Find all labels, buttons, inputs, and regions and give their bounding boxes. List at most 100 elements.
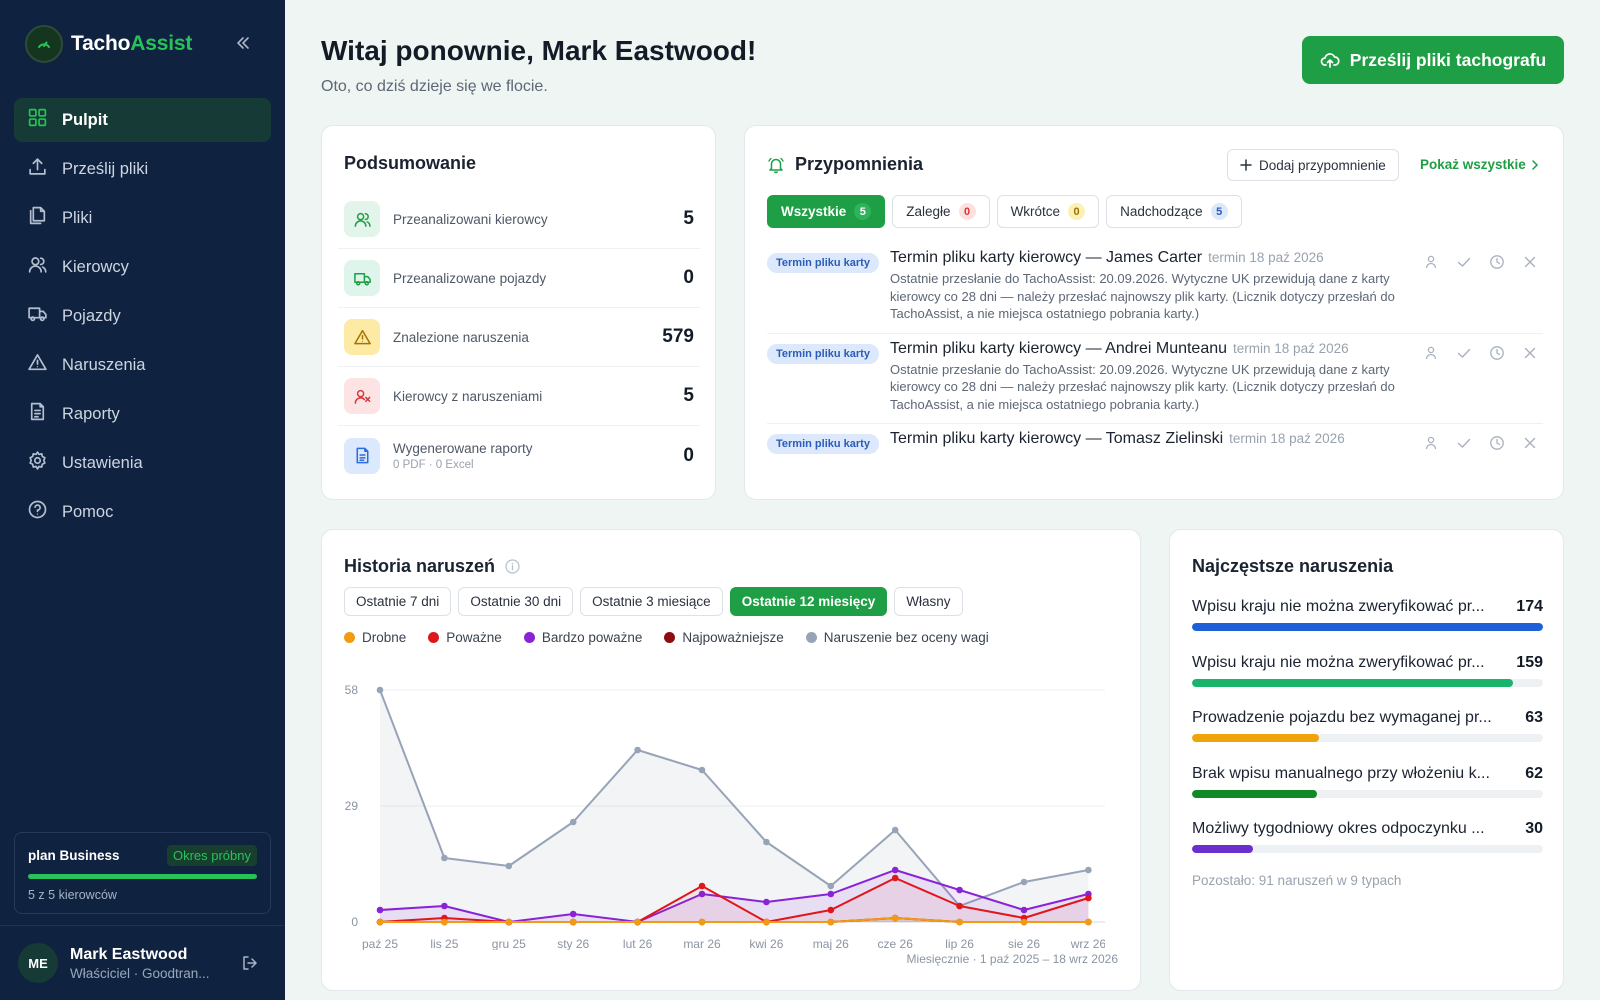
snooze-icon[interactable] (1488, 344, 1506, 362)
range-tab-ostatnie-3-miesiace[interactable]: Ostatnie 3 miesiące (580, 587, 723, 616)
user-profile[interactable]: ME Mark Eastwood Właściciel · Goodtran..… (0, 925, 285, 1000)
top-violation-label: Prowadzenie pojazdu bez wymaganej pr... (1192, 709, 1492, 726)
top-violation-bar (1192, 845, 1253, 853)
info-icon[interactable] (505, 559, 520, 574)
show-all-reminders-link[interactable]: Pokaż wszystkie (1420, 157, 1539, 172)
assign-user-icon[interactable] (1422, 434, 1440, 452)
page-subtitle: Oto, co dziś dzieje się we flocie. (321, 78, 548, 95)
upload-button-label: Prześlij pliki tachografu (1349, 49, 1547, 70)
top-violation-bar (1192, 678, 1513, 687)
close-icon[interactable] (1521, 434, 1539, 452)
close-icon[interactable] (1521, 344, 1539, 362)
plus-icon (1240, 159, 1252, 171)
data-point (634, 746, 641, 754)
close-icon[interactable] (1521, 253, 1539, 271)
chevrons-left-icon (237, 37, 249, 49)
check-icon[interactable] (1455, 253, 1473, 271)
summary-text: Wygenerowane raporty 0 PDF · 0 Excel (393, 441, 683, 471)
plan-drivers: 5 z 5 kierowców (28, 888, 117, 902)
summary-row: Przeanalizowani kierowcy 5 (338, 190, 700, 249)
range-tab-ostatnie-30-dni[interactable]: Ostatnie 30 dni (458, 587, 574, 616)
assign-user-icon[interactable] (1422, 344, 1440, 362)
chevron-right-icon (1532, 159, 1538, 170)
add-reminder-button[interactable]: Dodaj przypomnienie (1227, 149, 1399, 181)
data-point (1020, 878, 1028, 886)
brand-name-part1: Tacho (71, 32, 131, 55)
x-tick-label: sty 26 (557, 937, 589, 950)
summary-sublabel: 0 PDF · 0 Excel (393, 458, 474, 471)
page-title: Witaj ponownie, Mark Eastwood! (321, 35, 757, 66)
summary-text: Przeanalizowane pojazdy (393, 271, 683, 286)
legend-item[interactable]: Naruszenie bez oceny wagi (805, 630, 989, 645)
sidebar-item-ustawienia[interactable]: Ustawienia (14, 441, 271, 485)
data-point (376, 906, 384, 914)
range-tab-wlasny[interactable]: Własny (894, 587, 963, 616)
assign-user-icon[interactable] (1422, 253, 1440, 271)
logout-button[interactable] (241, 954, 259, 977)
sidebar-item-pomoc[interactable]: Pomoc (14, 490, 271, 534)
brand[interactable]: TachoAssist (25, 25, 192, 63)
summary-card: Podsumowanie Przeanalizowani kierowcy 5 Pr… (321, 125, 716, 500)
top-violation-item[interactable]: Prowadzenie pojazdu bez wymaganej pr... 6… (1192, 709, 1543, 765)
x-tick-label: lut 26 (623, 937, 653, 950)
reminder-description: Ostatnie przesłanie do TachoAssist: 20.0… (890, 271, 1395, 321)
sidebar-item-label: Pliki (62, 208, 93, 227)
filter-tab-nadchodzace[interactable]: Nadchodzące 5 (1106, 195, 1242, 228)
legend-item[interactable]: Najpoważniejsze (664, 630, 784, 645)
filter-tab-wszystkie[interactable]: Wszystkie 5 (767, 195, 886, 228)
range-tab-ostatnie-7-dni[interactable]: Ostatnie 7 dni (344, 587, 452, 616)
top-violation-bar (1192, 789, 1318, 798)
legend-item[interactable]: Drobne (344, 630, 406, 645)
summary-text: Znalezione naruszenia (393, 330, 662, 345)
snooze-icon[interactable] (1488, 434, 1506, 452)
range-tab-ostatnie-12-miesiecy[interactable]: Ostatnie 12 miesięcy (729, 587, 888, 616)
top-violation-item[interactable]: Możliwy tygodniowy okres odpoczynku ... 3… (1192, 820, 1543, 876)
sidebar-item-przeslij-pliki[interactable]: Prześlij pliki (14, 147, 271, 191)
reminder-item[interactable]: Termin pliku karty Termin pliku karty kie… (767, 334, 1543, 424)
reminder-actions (1422, 434, 1539, 452)
sidebar-item-pojazdy[interactable]: Pojazdy (14, 294, 271, 338)
sidebar-item-pliki[interactable]: Pliki (14, 196, 271, 240)
data-point (376, 918, 384, 926)
plan-box[interactable]: plan Business Okres próbny 5 z 5 kierowc… (14, 832, 271, 914)
data-point (441, 854, 448, 862)
summary-label: Kierowcy z naruszeniami (393, 388, 543, 404)
top-violation-bar (1192, 623, 1543, 631)
top-violation-item[interactable]: Wpisu kraju nie można zweryfikować pr...… (1192, 654, 1543, 710)
check-icon[interactable] (1455, 344, 1473, 362)
reminder-title: Termin pliku karty kierowcy — Tomasz Zie… (890, 430, 1224, 447)
top-violation-item[interactable]: Wpisu kraju nie można zweryfikować pr...… (1192, 598, 1543, 654)
reminder-due-date: termin 18 paź 2026 (1229, 431, 1345, 446)
check-icon[interactable] (1455, 434, 1473, 452)
top-violation-bar-track (1192, 845, 1543, 853)
snooze-icon[interactable] (1488, 253, 1506, 271)
y-tick-label: 0 (351, 915, 358, 929)
sidebar-item-kierowcy[interactable]: Kierowcy (14, 245, 271, 289)
user-name: Mark Eastwood (70, 945, 188, 963)
collapse-sidebar-button[interactable] (232, 32, 254, 54)
sidebar-item-label: Raporty (62, 404, 120, 423)
top-violation-label: Możliwy tygodniowy okres odpoczynku ... (1192, 820, 1485, 837)
top-violation-item[interactable]: Brak wpisu manualnego przy włożeniu k...… (1192, 765, 1543, 821)
legend-item[interactable]: Bardzo poważne (523, 630, 642, 645)
summary-label: Przeanalizowane pojazdy (393, 270, 547, 286)
sidebar-item-raporty[interactable]: Raporty (14, 392, 271, 436)
legend-swatch (523, 632, 535, 643)
reminder-item[interactable]: Termin pliku karty Termin pliku karty kie… (767, 424, 1543, 468)
top-violation-label: Brak wpisu manualnego przy włożeniu k... (1192, 764, 1490, 782)
data-point (441, 918, 448, 926)
filter-tab-wkrotce[interactable]: Wkrótce 0 (996, 195, 1100, 228)
legend-item[interactable]: Poważne (428, 630, 502, 645)
filter-tab-zalegle[interactable]: Zaległe 0 (892, 195, 990, 228)
avatar: ME (18, 943, 58, 983)
reminder-due-date: termin 18 paź 2026 (1208, 250, 1324, 265)
data-point (569, 818, 577, 826)
upload-tachograph-files-button[interactable]: Prześlij pliki tachografu (1302, 36, 1564, 84)
data-point (827, 890, 835, 898)
logout-icon (243, 956, 257, 970)
users-icon (27, 254, 48, 280)
sidebar-item-naruszenia[interactable]: Naruszenia (14, 343, 271, 387)
reminder-item[interactable]: Termin pliku karty Termin pliku karty kie… (767, 243, 1543, 334)
data-point (891, 826, 899, 834)
sidebar-item-pulpit[interactable]: Pulpit (14, 98, 271, 142)
